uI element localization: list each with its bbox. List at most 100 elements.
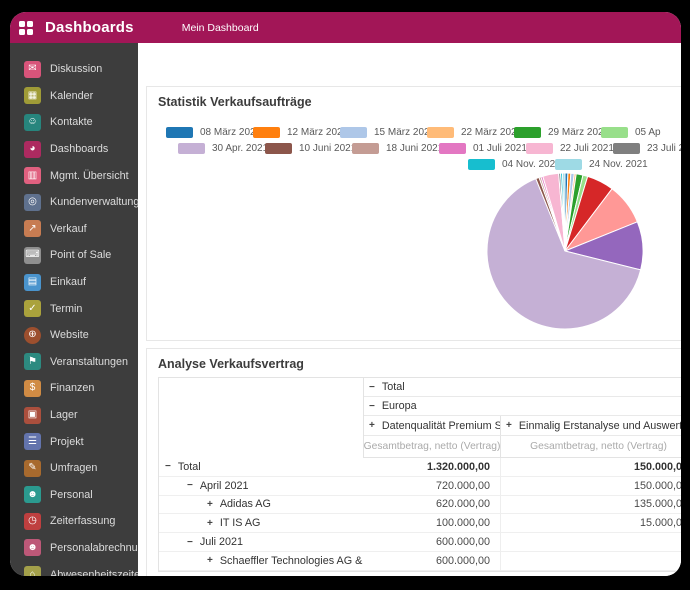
- collapse-icon[interactable]: −: [187, 480, 193, 492]
- legend-item[interactable]: 12 März 2021: [253, 126, 348, 138]
- legend-item[interactable]: 08 März 2021: [166, 126, 261, 138]
- pivot-row-label: April 2021: [199, 479, 249, 492]
- sidebar-item-zeiterfassung[interactable]: ◷ Zeiterfassung: [10, 508, 138, 535]
- pivot-measure-label: Datenqualität Premium Service: [381, 419, 500, 432]
- pivot-value-cell: 600.000,00: [364, 552, 500, 571]
- discuss-icon: ✉: [24, 60, 41, 78]
- legend-label: 04 Nov. 2021: [502, 158, 561, 170]
- apps-grid-square: [27, 28, 33, 35]
- menu-item-mein-dashboard[interactable]: Mein Dashboard: [181, 21, 259, 34]
- legend-item[interactable]: 23 Juli 2: [613, 142, 681, 154]
- pivot-value-cell: [500, 551, 681, 571]
- sidebar-item-projekt[interactable]: ☰ Projekt: [10, 428, 138, 455]
- sidebar-item-abwesenheitszeiten[interactable]: ⌂ Abwesenheitszeiten: [10, 561, 138, 576]
- pivot-measure-label: Einmalig Erstanalyse und Auswertun: [518, 419, 681, 432]
- sidebar-item-umfragen[interactable]: ✎ Umfragen: [10, 455, 138, 482]
- pos-icon: ⌨: [24, 246, 41, 264]
- legend-item[interactable]: 30 Apr. 2021: [178, 142, 269, 154]
- expand-icon[interactable]: +: [506, 420, 512, 431]
- legend-row: 04 Nov. 2021 24 Nov. 2021: [468, 156, 681, 172]
- legend-swatch: [601, 126, 628, 138]
- legend-label: 30 Apr. 2021: [212, 142, 269, 154]
- expand-icon[interactable]: +: [369, 420, 375, 431]
- legend-item[interactable]: 10 Juni 2021: [265, 142, 356, 154]
- sidebar-item-label: Umfragen: [50, 462, 98, 475]
- sidebar-item-label: Projekt: [50, 435, 84, 448]
- pivot-measure-header[interactable]: + Datenqualität Premium Service: [364, 416, 500, 436]
- sidebar-item-label: Kundenverwaltung: [50, 196, 138, 209]
- pivot-row-header[interactable]: + Schaeffler Technologies AG & Co. KG: [159, 552, 364, 571]
- collapse-icon[interactable]: −: [165, 461, 171, 473]
- legend-item[interactable]: 04 Nov. 2021: [468, 158, 561, 170]
- legend-label: 05 Ap: [635, 126, 661, 138]
- legend-item[interactable]: 29 März 2021: [514, 126, 609, 138]
- sidebar-item-diskussion[interactable]: ✉ Diskussion: [10, 56, 138, 83]
- sidebar-item-veranstaltungen[interactable]: ⚑ Veranstaltungen: [10, 349, 138, 376]
- legend-row: 30 Apr. 2021 10 Juni 2021 18 Juni 2021 01 J…: [178, 140, 681, 156]
- sidebar-item-kalender[interactable]: ▦ Kalender: [10, 83, 138, 110]
- sidebar-item-website[interactable]: ⊕ Website: [10, 322, 138, 349]
- pivot-row-header[interactable]: − Total: [159, 458, 364, 477]
- pivot-row-header[interactable]: − April 2021: [159, 477, 364, 496]
- content-area: Statistik Verkaufsaufträge 08 März 2021 1…: [138, 43, 681, 576]
- sidebar-item-label: Termin: [50, 302, 83, 315]
- pivot-measure-subheader[interactable]: Gesamtbetrag, netto (Vertrag): [500, 436, 681, 458]
- collapse-icon[interactable]: −: [187, 536, 193, 548]
- legend-item[interactable]: 22 März 2021: [427, 126, 522, 138]
- pivot-measure-header[interactable]: + Einmalig Erstanalyse und Auswertun: [500, 416, 681, 436]
- management-chart-icon: ▥: [24, 167, 41, 185]
- legend-label: 10 Juni 2021: [299, 142, 357, 154]
- sidebar-item-label: Einkauf: [50, 276, 87, 289]
- pivot-row-header[interactable]: + Adidas AG: [159, 496, 364, 515]
- apps-grid-square: [19, 20, 25, 27]
- pivot-row-header[interactable]: + IT IS AG: [159, 514, 364, 534]
- legend-item[interactable]: 24 Nov. 2021: [555, 158, 648, 170]
- apps-menu-icon[interactable]: [19, 20, 33, 35]
- sidebar-item-personal[interactable]: ☻ Personal: [10, 482, 138, 509]
- pivot-row-label: Schaeffler Technologies AG & Co. KG: [219, 554, 364, 567]
- surveys-icon: ✎: [24, 459, 41, 477]
- pie-slice-24 Nov. 2021[interactable]: [562, 172, 566, 252]
- sidebar-item-finanzen[interactable]: $ Finanzen: [10, 375, 138, 402]
- pivot-row-label: Adidas AG: [219, 498, 271, 511]
- inventory-icon: ▣: [24, 406, 41, 424]
- sidebar-item-lager[interactable]: ▣ Lager: [10, 402, 138, 429]
- sidebar-item-label: Point of Sale: [50, 249, 112, 262]
- pivot-measure-subheader[interactable]: Gesamtbetrag, netto (Vertrag): [364, 436, 500, 458]
- collapse-icon[interactable]: −: [369, 381, 375, 393]
- contacts-icon: ☺: [24, 113, 41, 131]
- legend-swatch: [514, 126, 541, 138]
- chart-tile-title: Statistik Verkaufsaufträge: [158, 95, 312, 109]
- legend-item[interactable]: 22 Juli 2021: [526, 142, 614, 154]
- sidebar-item-label: Abwesenheitszeiten: [50, 568, 138, 576]
- legend-item[interactable]: 05 Ap: [601, 126, 681, 138]
- pivot-colgroup-total[interactable]: − Total: [364, 378, 681, 397]
- sidebar-item-label: Dashboards: [50, 143, 109, 156]
- legend-item[interactable]: 15 März 2021: [340, 126, 435, 138]
- legend-label: 23 Juli 2: [647, 142, 681, 154]
- sidebar-item-einkauf[interactable]: ▤ Einkauf: [10, 269, 138, 296]
- legend-item[interactable]: 18 Juni 2021: [352, 142, 443, 154]
- pivot-row-header[interactable]: − Juli 2021: [159, 533, 364, 552]
- sidebar-item-kontakte[interactable]: ☺ Kontakte: [10, 109, 138, 136]
- project-icon: ☰: [24, 433, 41, 451]
- sidebar-item-mgmt-bersicht[interactable]: ▥ Mgmt. Übersicht: [10, 162, 138, 189]
- pivot-value-cell: 150.000,0: [500, 458, 681, 477]
- pie-chart[interactable]: [480, 166, 650, 336]
- table-tile-title: Analyse Verkaufsvertrag: [158, 357, 304, 371]
- sidebar-item-dashboards[interactable]: ◕ Dashboards: [10, 136, 138, 163]
- pie-slice-30 Apr. 2021[interactable]: [486, 178, 642, 330]
- sidebar-item-kundenverwaltung[interactable]: ◎ Kundenverwaltung: [10, 189, 138, 216]
- legend-item[interactable]: 01 Juli 2021: [439, 142, 527, 154]
- sidebar-item-verkauf[interactable]: ↗ Verkauf: [10, 216, 138, 243]
- expand-icon[interactable]: +: [207, 555, 213, 567]
- expand-icon[interactable]: +: [207, 517, 213, 529]
- expand-icon[interactable]: +: [207, 498, 213, 510]
- collapse-icon[interactable]: −: [369, 400, 375, 412]
- sidebar-item-point-of-sale[interactable]: ⌨ Point of Sale: [10, 242, 138, 269]
- apps-grid-square: [27, 20, 33, 27]
- pivot-colgroup-europa[interactable]: − Europa: [364, 397, 681, 416]
- sidebar-item-personalabrechnung[interactable]: ☻ Personalabrechnung: [10, 535, 138, 562]
- sidebar-item-termin[interactable]: ✓ Termin: [10, 295, 138, 322]
- sales-icon: ↗: [24, 220, 41, 238]
